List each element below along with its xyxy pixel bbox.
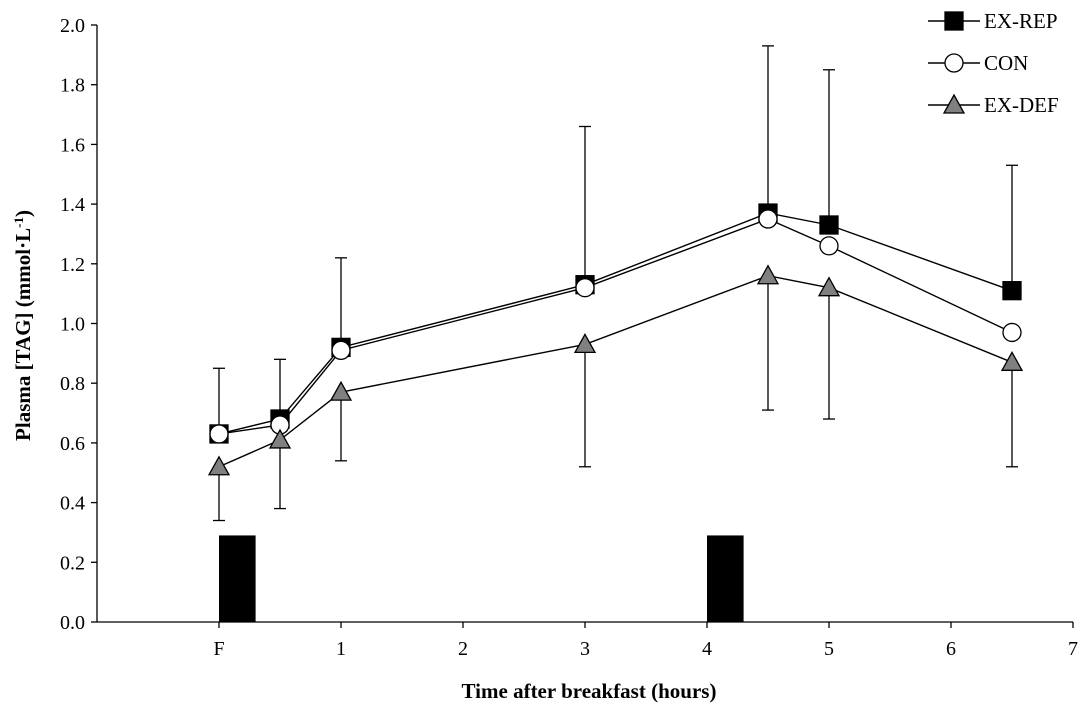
data-point-con [819, 236, 839, 256]
data-point-con [209, 424, 229, 444]
x-tick-label: 1 [336, 638, 346, 660]
data-point-ex-def [329, 380, 353, 401]
legend-label-ex-rep: EX-REP [984, 9, 1058, 33]
data-point-ex-rep [819, 215, 839, 235]
legend-label-con: CON [984, 51, 1028, 75]
meal-bar-2 [707, 535, 744, 622]
data-point-ex-rep [1002, 281, 1022, 301]
y-axis-title-sup: -1 [11, 217, 26, 228]
series-line-ex-def [218, 275, 1013, 468]
data-point-ex-def [817, 276, 841, 297]
meal-bars [219, 535, 744, 622]
series-line-ex-rep [218, 212, 1013, 435]
y-ticks: 0.0 0.2 0.4 0.6 0.8 1.0 1.2 1.4 1.6 1.8 2.0 [60, 15, 97, 634]
series-line-con [218, 218, 1013, 435]
y-tick-label: 1.2 [60, 254, 85, 276]
y-tick-label: 0.6 [60, 433, 85, 455]
data-point-ex-def [1000, 350, 1024, 371]
data-point-ex-def [573, 333, 597, 354]
y-tick-label: 0.4 [60, 493, 85, 515]
x-ticks: F 1 2 3 4 5 6 7 [213, 622, 1078, 660]
y-tick-label: 0.0 [60, 612, 85, 634]
legend-marker-ex-rep [944, 11, 964, 31]
legend-marker-ex-def [942, 93, 966, 114]
x-tick-label: 2 [458, 638, 468, 660]
y-tick-label: 1.8 [60, 75, 85, 97]
y-tick-label: 1.0 [60, 314, 85, 336]
x-tick-label: 4 [702, 638, 712, 660]
data-point-con [331, 340, 351, 361]
y-axis-title-main: Plasma [TAG] (mmol·L [11, 228, 35, 441]
legend: EX-REP CON EX-DEF [928, 9, 1059, 117]
x-tick-label: 5 [824, 638, 834, 660]
y-tick-label: 0.2 [60, 552, 85, 574]
y-tick-label: 1.6 [60, 134, 85, 156]
x-tick-label: F [213, 638, 224, 660]
y-tick-label: 2.0 [60, 15, 85, 37]
y-axis-title-close: ) [11, 210, 35, 217]
legend-label-ex-def: EX-DEF [984, 93, 1059, 117]
y-axis-title: Plasma [TAG] (mmol·L-1) [11, 210, 36, 441]
data-point-ex-def [268, 428, 292, 449]
error-bars [213, 45, 1018, 522]
data-point-con [758, 209, 778, 229]
x-tick-label: 7 [1068, 638, 1078, 660]
legend-marker-con [944, 53, 964, 73]
data-point-con [1002, 322, 1022, 343]
y-tick-label: 1.4 [60, 194, 85, 216]
y-tick-label: 0.8 [60, 373, 85, 395]
x-tick-label: 6 [946, 638, 956, 660]
x-axis-title: Time after breakfast (hours) [462, 679, 717, 703]
data-point-ex-def [756, 264, 780, 285]
x-tick-label: 3 [580, 638, 590, 660]
data-point-ex-def [207, 455, 231, 476]
axes [96, 25, 1073, 623]
meal-bar-1 [219, 535, 256, 622]
series-markers [207, 203, 1024, 476]
data-point-con [575, 278, 595, 298]
